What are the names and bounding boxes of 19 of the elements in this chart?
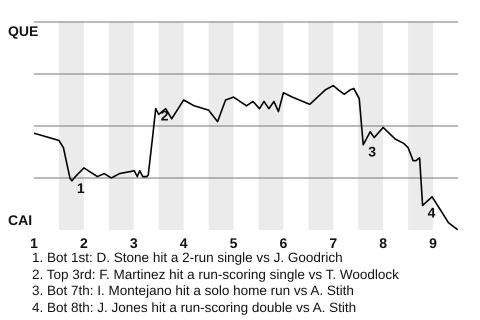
x-tick-label: 5	[230, 234, 238, 251]
text: 1. Bot 1st: D. Stone hit a 2-run single vs J. Goodrich	[32, 250, 344, 266]
x-tick-label: 2	[80, 234, 88, 251]
text: CAI	[8, 212, 32, 228]
text: 3. Bot 7th: I. Montejano hit a solo home run vs A. Stith	[32, 283, 355, 300]
x-tick-label: 9	[429, 234, 438, 251]
text: 2. Top 3rd: F. Martinez hit a run-scoring single vs T. Woodlock	[32, 266, 400, 283]
text: QUE	[8, 23, 38, 39]
text: 4. Bot 8th: J. Jones hit a run-scoring double vs A. Stith	[32, 300, 358, 316]
x-tick-label: 4	[180, 234, 188, 251]
x-tick-label: 1	[30, 234, 38, 251]
annotation: 4	[428, 204, 436, 220]
annotation: 3	[368, 144, 376, 160]
annotation: 1	[76, 180, 85, 196]
annotation: 2	[160, 108, 169, 124]
x-tick-label: 7	[329, 234, 338, 251]
x-tick-label: 3	[130, 234, 138, 251]
x-tick-label: 6	[280, 234, 288, 251]
x-tick-label: 8	[379, 234, 388, 251]
